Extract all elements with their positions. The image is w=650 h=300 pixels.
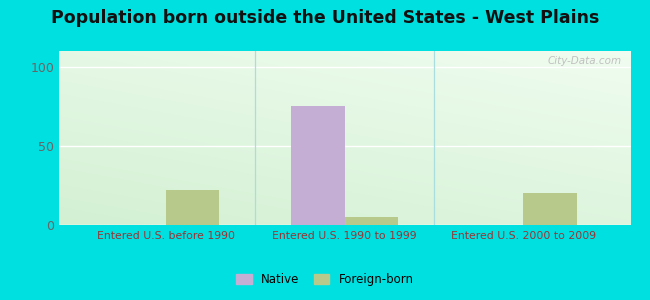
Bar — [523, 194, 577, 225]
Text: Population born outside the United States - West Plains: Population born outside the United State… — [51, 9, 599, 27]
Bar — [344, 217, 398, 225]
Bar — [166, 190, 220, 225]
Text: City-Data.com: City-Data.com — [548, 56, 622, 66]
Bar — [291, 106, 344, 225]
Legend: Native, Foreign-born: Native, Foreign-born — [231, 269, 419, 291]
